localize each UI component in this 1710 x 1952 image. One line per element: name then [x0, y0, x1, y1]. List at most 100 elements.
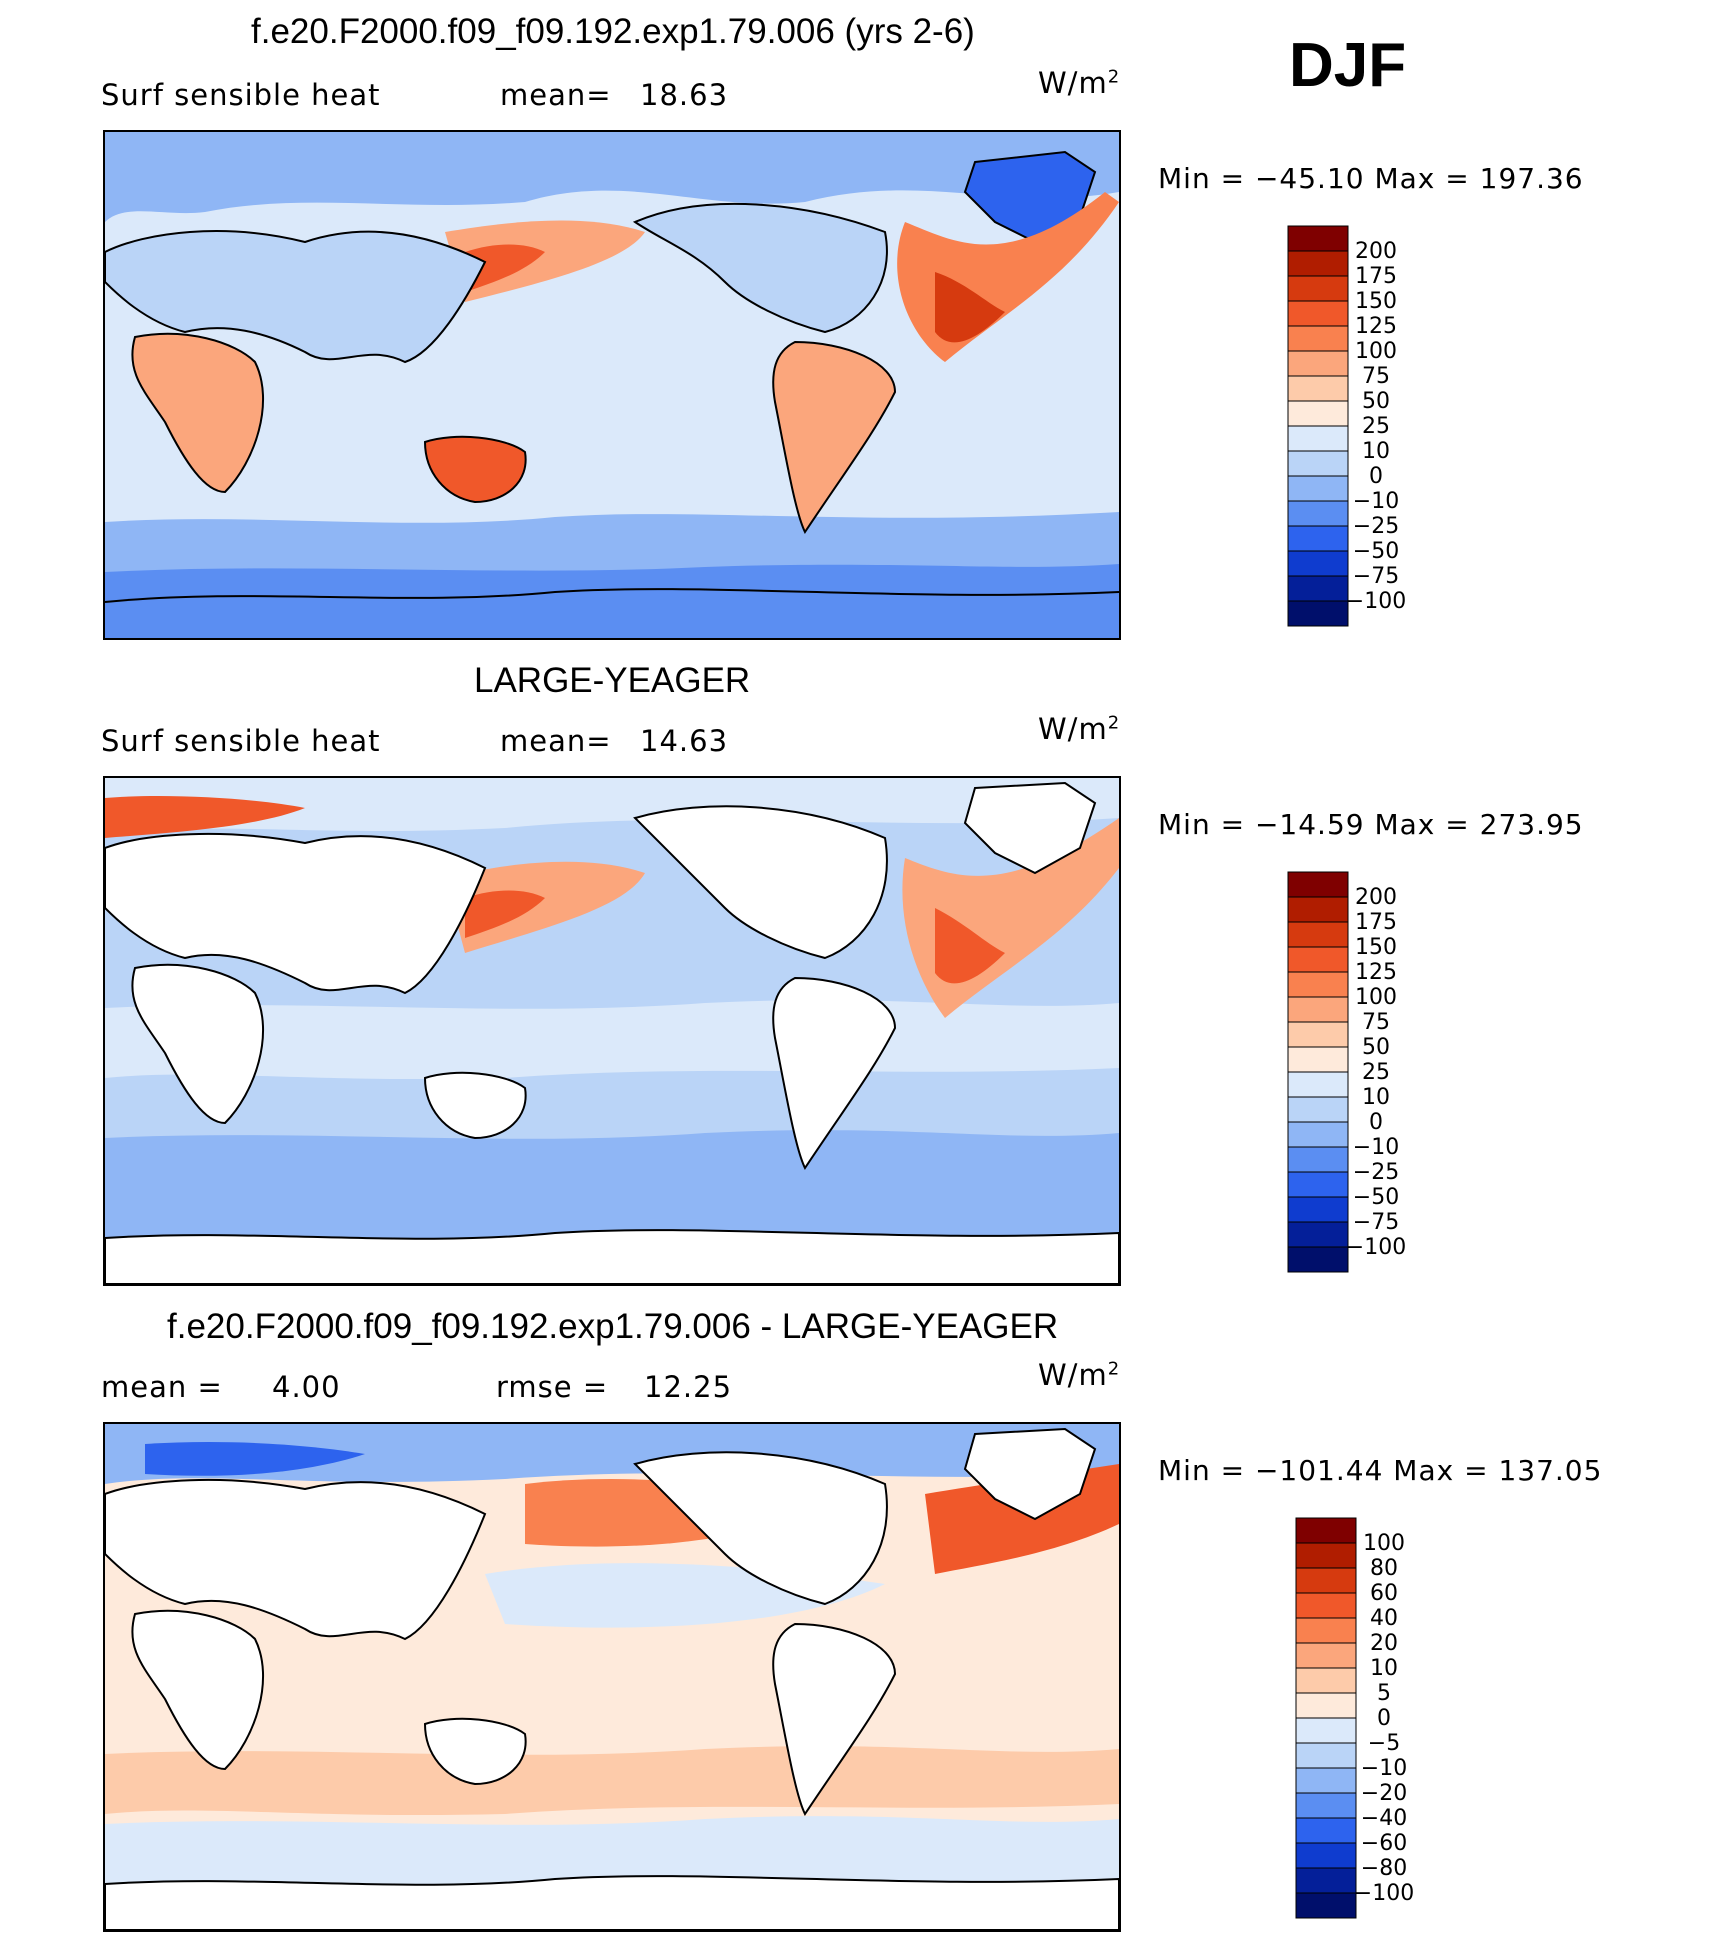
colorbar-tick-label: −100 — [1354, 1881, 1414, 1906]
colorbar-swatch — [1287, 1146, 1349, 1173]
colorbar-tick-label: −10 — [1353, 1135, 1399, 1160]
colorbar-tick-label: 20 — [1370, 1631, 1398, 1656]
colorbar-tick-label: 50 — [1362, 389, 1390, 414]
colorbar-swatch — [1287, 1046, 1349, 1073]
variable-label: Surf sensible heat — [101, 724, 381, 758]
colorbar-swatch — [1287, 375, 1349, 402]
colorbar-tick-label: 150 — [1355, 289, 1397, 314]
north-america — [632, 202, 888, 334]
arctic-field — [105, 1424, 1119, 1484]
colorbar-swatch — [1287, 871, 1349, 898]
colorbar-swatch — [1287, 971, 1349, 998]
colorbar-tick-label: 25 — [1362, 1060, 1390, 1085]
min-value: −101.44 — [1254, 1454, 1384, 1487]
map-plot — [105, 1424, 1119, 1930]
antarctic-field — [105, 564, 1119, 638]
antarctica — [105, 1229, 1119, 1284]
norwegian-sea-field — [105, 796, 305, 838]
colorbar-swatch — [1295, 1717, 1357, 1744]
greenland — [963, 1427, 1097, 1521]
colorbar-swatch — [1295, 1892, 1357, 1919]
min-value: −45.10 — [1254, 162, 1365, 195]
units-label: W/m2 — [1038, 66, 1121, 100]
colorbar-swatch — [1287, 450, 1349, 477]
colorbar-tick-label: 0 — [1377, 1706, 1391, 1731]
colorbar-swatch — [1287, 250, 1349, 277]
colorbar-swatch — [1287, 400, 1349, 427]
colorbar-swatch — [1287, 1021, 1349, 1048]
eurasia — [105, 832, 487, 995]
map-panel — [103, 1422, 1121, 1932]
colorbar-swatch — [1295, 1692, 1357, 1719]
colorbar-swatch — [1287, 500, 1349, 527]
colorbar-tick-label: 50 — [1362, 1035, 1390, 1060]
colorbar-swatch — [1287, 600, 1349, 627]
kuroshio-core — [465, 244, 545, 292]
variable-label: Surf sensible heat — [101, 78, 381, 112]
colorbar-tick-label: 150 — [1355, 935, 1397, 960]
colorbar-tick-label: −100 — [1346, 589, 1406, 614]
australia — [423, 1717, 527, 1786]
colorbar-swatch — [1287, 525, 1349, 552]
min-label: Min = — [1158, 162, 1246, 195]
mean-value: 4.00 — [272, 1370, 341, 1404]
colorbar-swatch — [1295, 1667, 1357, 1694]
mean-label: mean = — [101, 1370, 223, 1404]
colorbar-tick-label: −40 — [1361, 1806, 1407, 1831]
colorbar-tick-label: −25 — [1353, 514, 1399, 539]
min-max-readout: Min = −45.10 Max = 197.36 — [1158, 162, 1584, 195]
colorbar-swatch — [1287, 425, 1349, 452]
colorbar-swatch — [1295, 1842, 1357, 1869]
colorbar-swatch — [1295, 1767, 1357, 1794]
colorbar-tick-label: 10 — [1362, 439, 1390, 464]
colorbar-swatch — [1295, 1792, 1357, 1819]
colorbar-tick-label: −50 — [1353, 539, 1399, 564]
colorbar-swatch — [1287, 1096, 1349, 1123]
max-label: Max = — [1374, 808, 1470, 841]
colorbar-swatch — [1295, 1517, 1357, 1544]
units-label: W/m2 — [1038, 712, 1121, 746]
africa — [131, 1609, 264, 1771]
colorbar-swatch — [1287, 1246, 1349, 1273]
south-america — [772, 340, 897, 534]
colorbar-tick-label: −50 — [1353, 1185, 1399, 1210]
colorbar-tick-label: −80 — [1361, 1856, 1407, 1881]
map-panel — [103, 776, 1121, 1286]
kuroshio-field — [445, 861, 645, 953]
colorbar-swatch — [1287, 1171, 1349, 1198]
colorbar-swatch — [1295, 1542, 1357, 1569]
north-america — [633, 805, 888, 960]
max-value: 273.95 — [1479, 808, 1584, 841]
colorbar-tick-label: 0 — [1369, 464, 1383, 489]
gulf-stream-core — [935, 908, 1005, 984]
panel-title: f.e20.F2000.f09_f09.192.exp1.79.006 (yrs… — [251, 12, 975, 51]
colorbar-tick-label: 175 — [1355, 264, 1397, 289]
rmse-label: rmse = — [496, 1370, 609, 1404]
colorbar: 200 175 150 125 100 75 50 25 10 0 −10 −25 −50 −75 −100 — [1287, 871, 1448, 1278]
mean-label: mean= — [500, 78, 612, 112]
australia — [423, 435, 527, 504]
units-label: W/m2 — [1038, 1358, 1121, 1392]
barents-sea-field — [145, 1442, 365, 1476]
colorbar-tick-label: 175 — [1355, 910, 1397, 935]
season-label: DJF — [1289, 31, 1407, 100]
colorbar-swatch — [1287, 921, 1349, 948]
map-panel — [103, 130, 1121, 640]
colorbar: 200 175 150 125 100 75 50 25 10 0 −10 −25 −50 −75 −100 — [1287, 225, 1448, 632]
south-america — [772, 976, 897, 1170]
colorbar-swatch — [1295, 1742, 1357, 1769]
colorbar-swatch — [1287, 1196, 1349, 1223]
colorbar-swatch — [1287, 1121, 1349, 1148]
colorbar-swatch — [1287, 1221, 1349, 1248]
antarctica — [105, 1875, 1119, 1930]
colorbar-tick-label: −60 — [1361, 1831, 1407, 1856]
colorbar-tick-label: 75 — [1362, 364, 1390, 389]
eurasia — [105, 230, 487, 364]
colorbar-swatch — [1287, 325, 1349, 352]
kuroshio-core — [465, 890, 545, 938]
rmse-value: 12.25 — [644, 1370, 733, 1404]
mean-label: mean= — [500, 724, 612, 758]
antarctic-coastline — [105, 588, 1119, 603]
southern-warm-band — [105, 1746, 1119, 1816]
